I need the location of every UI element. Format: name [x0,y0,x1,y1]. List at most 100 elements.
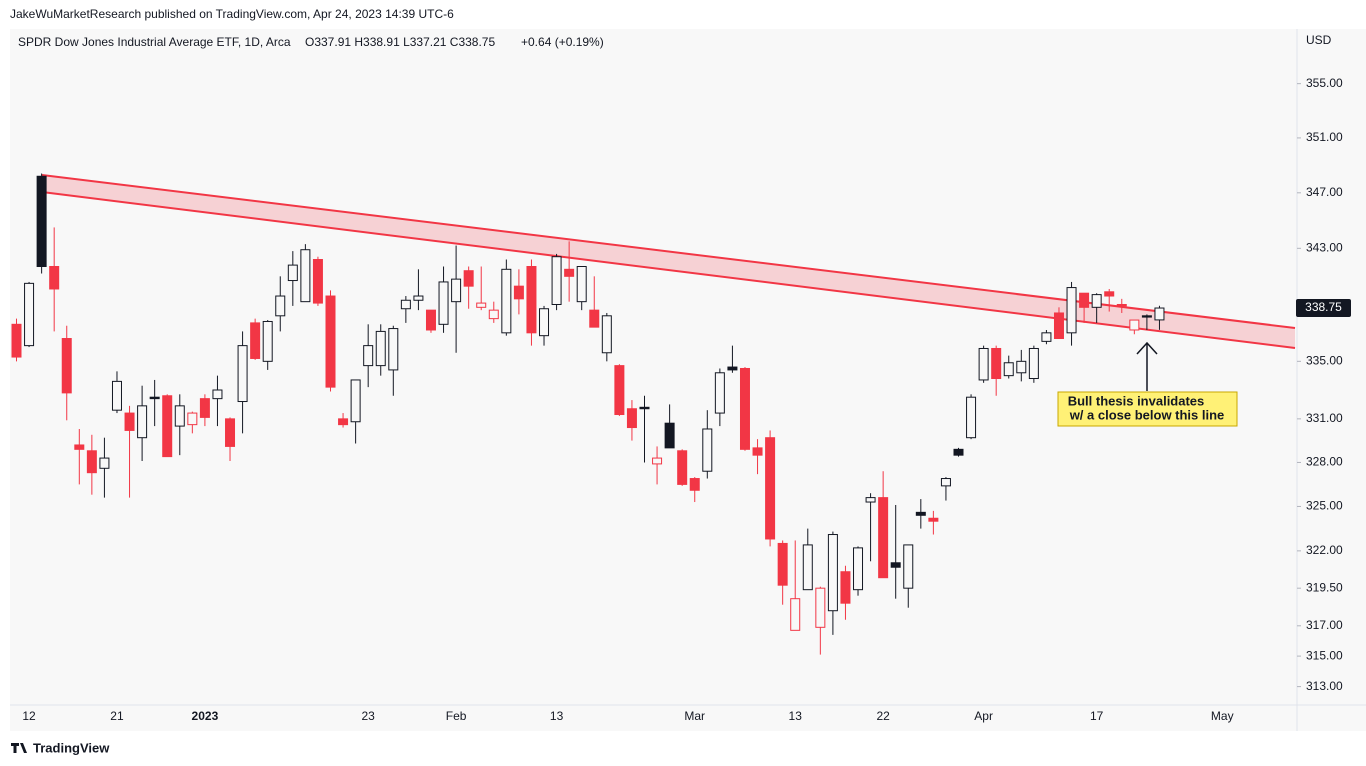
y-tick-label: 317.00 [1306,618,1343,632]
annotation-line: w/ a close below this line [1069,407,1225,422]
candle-body [1041,332,1052,342]
candle-body [664,422,675,449]
candle-body [488,309,499,320]
candle-body [903,544,914,589]
candle-body [1154,307,1165,321]
candle-body [174,405,185,427]
candle-body [1066,287,1077,334]
candle-body [137,405,148,439]
candle-body [702,428,713,472]
candle-body [363,345,374,367]
candle-body [890,562,901,568]
candle-body [1003,362,1014,377]
candle-body [36,175,47,268]
y-tick-label: 319.50 [1306,580,1343,594]
candle-body [501,268,512,334]
candle-body [338,418,349,426]
candle-body [199,398,210,418]
candle-body [1141,315,1152,318]
candle-body [978,347,989,381]
candle-body [1104,291,1115,297]
candle-body [388,328,399,371]
annotation-box [1057,391,1238,427]
candle-body [149,396,160,400]
candle-body [250,322,261,359]
candle-body [11,323,22,358]
candle-body [513,285,524,300]
candle-body [739,367,750,450]
candle-body [551,256,562,305]
candle-body [526,266,537,334]
arrow-head [1136,341,1158,355]
candle-body [350,379,361,423]
candle-body [601,315,612,354]
candle-body [413,295,424,301]
x-tick-label: Feb [446,709,467,723]
y-axis-label: USD [1306,33,1332,47]
y-tick-label: 322.00 [1306,543,1343,557]
x-tick-label: 12 [22,709,36,723]
candle-body [187,412,198,426]
candle-body [991,347,1002,380]
x-tick-label: 23 [362,709,376,723]
candle-body [777,542,788,586]
y-tick-label: 325.00 [1306,499,1343,513]
channel-fill [42,175,1295,348]
candle-body [262,320,273,362]
x-tick-label: 13 [550,709,564,723]
candle-body [915,511,926,516]
y-tick-label: 347.00 [1306,185,1343,199]
x-tick-label: 21 [110,709,124,723]
y-tick-label: 331.00 [1306,411,1343,425]
candle-body [99,457,110,469]
candle-body [576,266,587,303]
last-price-label: 338.75 [1305,300,1342,314]
candle-body [111,380,122,411]
candle-body [853,547,864,591]
candle-body [790,598,801,631]
chart-panel [10,29,1366,731]
candle-body [124,412,135,431]
footer: TradingView [33,740,110,755]
candle-body [928,517,939,522]
candle-body [451,278,462,303]
last-price-box [1296,299,1351,318]
channel-lower [41,191,1296,349]
candle-body [275,295,286,317]
x-tick-label: 2023 [192,709,219,723]
candle-body [49,266,60,290]
candle-body [225,418,236,447]
candle-body [840,571,851,604]
annotation-line: Bull thesis invalidates [1068,393,1205,408]
y-tick-label: 328.00 [1306,455,1343,469]
candle-body [287,264,298,282]
candle-body [564,268,575,277]
candles [11,173,1165,655]
candle-body [325,295,336,388]
candle-body [1016,360,1027,374]
y-tick-label: 343.00 [1306,240,1343,254]
candle-body [425,309,436,331]
candle-body [539,308,550,337]
candle-body [815,587,826,628]
candle-body [212,389,223,400]
candle-body [61,338,72,394]
y-tick-label: 313.00 [1306,679,1343,693]
x-tick-label: Mar [684,709,705,723]
candle-body [614,365,625,416]
y-tick-label: 335.00 [1306,354,1343,368]
y-tick-label: 315.00 [1306,648,1343,662]
chart-title: SPDR Dow Jones Industrial Average ETF, 1… [18,35,291,49]
logo-icon [11,743,27,753]
candle-body [639,406,650,410]
candle-body [827,534,838,612]
candle-body [438,281,449,325]
candle-body [463,270,474,287]
header: JakeWuMarketResearch published on Tradin… [10,7,454,21]
candle-body [752,447,763,456]
candle-body [1053,312,1064,340]
candle-body [86,450,97,474]
candle-body [237,345,248,403]
x-tick-label: 13 [789,709,803,723]
